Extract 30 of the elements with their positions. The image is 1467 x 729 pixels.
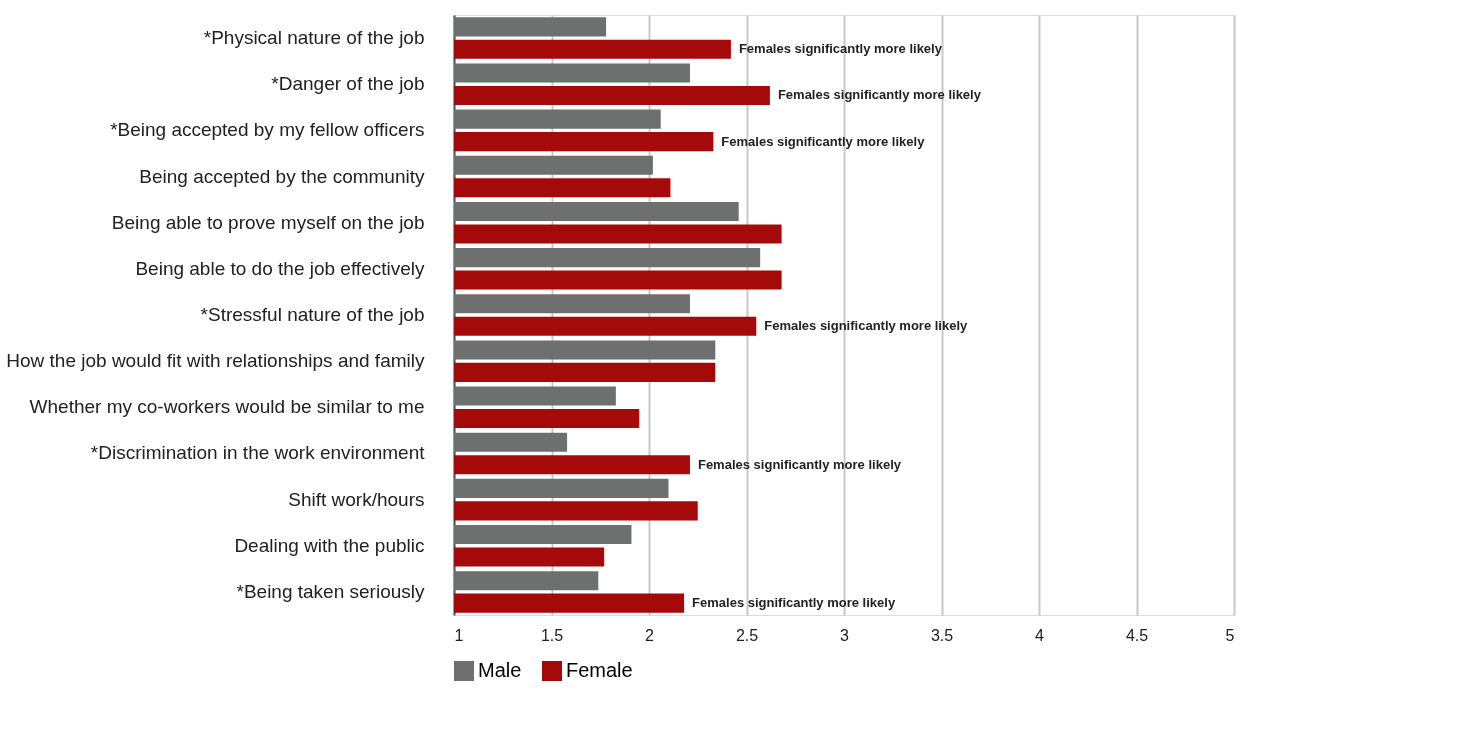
y-tick-label: Dealing with the public (234, 534, 425, 556)
annotation: Females significantly more likely (721, 133, 926, 149)
x-tick-label: 1.5 (540, 626, 564, 644)
y-tick-label: Being accepted by the community (139, 165, 425, 187)
y-tick-label: Being able to do the job effectively (135, 257, 425, 279)
x-tick-label: 5 (1225, 626, 1235, 644)
x-tick-label: 4 (1035, 626, 1045, 644)
x-tick-label: 4.5 (1125, 626, 1149, 644)
y-tick-label: *Physical nature of the job (203, 27, 425, 49)
y-tick-label: *Danger of the job (271, 73, 425, 95)
legend-label: Male (478, 659, 522, 681)
legend-label: Female (566, 659, 633, 681)
y-tick-label: *Discrimination in the work environment (90, 442, 426, 464)
annotation: Females significantly more likely (738, 41, 943, 57)
y-tick-label: *Stressful nature of the job (200, 304, 425, 325)
y-tick-label: Whether my co-workers would be similar to me (29, 396, 425, 418)
annotation: Females significantly more likely (764, 318, 969, 334)
y-tick-label: Being able to prove myself on the job (111, 211, 425, 233)
y-tick-label: How the job would fit with relationships and family (6, 350, 425, 372)
x-tick-label: 3.5 (930, 626, 954, 644)
annotation: Females significantly more likely (777, 87, 982, 103)
x-tick-label: 2 (645, 626, 655, 644)
y-tick-label: Shift work/hours (288, 488, 425, 510)
x-tick-label: 1 (454, 626, 464, 644)
x-tick-label: 3 (840, 626, 850, 644)
x-tick-label: 2.5 (735, 626, 759, 644)
annotation: Females significantly more likely (697, 456, 902, 472)
annotation: Females significantly more likely (692, 595, 896, 611)
y-tick-label: *Being taken seriously (236, 580, 425, 602)
y-tick-label: *Being accepted by my fellow officers (110, 119, 425, 141)
